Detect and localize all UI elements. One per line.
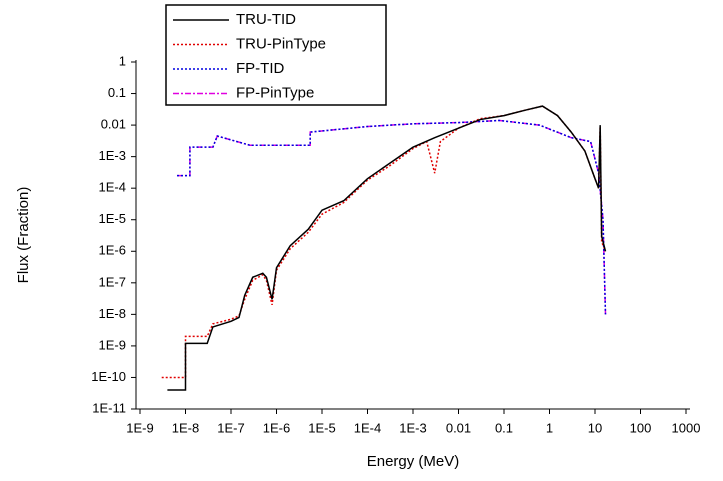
y-tick-label: 1E-10	[91, 369, 126, 384]
legend-label: FP-TID	[236, 60, 284, 77]
x-tick-label: 1E-4	[354, 420, 381, 435]
series-line	[167, 105, 607, 391]
y-tick-label: 1E-8	[99, 306, 126, 321]
y-tick-label: 1E-6	[99, 243, 126, 258]
x-tick-label: 1E-7	[217, 420, 244, 435]
y-tick-label: 1	[119, 53, 126, 68]
y-tick-label: 0.1	[108, 85, 126, 100]
x-tick-label: 100	[630, 420, 652, 435]
series-line	[161, 105, 607, 379]
x-tick-label: 0.01	[446, 420, 471, 435]
y-tick-label: 1E-4	[99, 180, 126, 195]
x-tick-label: 1	[546, 420, 553, 435]
y-tick-label: 1E-7	[99, 274, 126, 289]
legend-label: TRU-TID	[236, 11, 296, 28]
series-line	[176, 119, 607, 315]
x-tick-label: 1E-3	[399, 420, 426, 435]
x-tick-label: 1E-5	[308, 420, 335, 435]
y-tick-label: 1E-9	[99, 337, 126, 352]
x-tick-label: 1000	[672, 420, 701, 435]
y-tick-label: 1E-5	[99, 211, 126, 226]
x-tick-label: 10	[588, 420, 602, 435]
x-tick-label: 1E-8	[172, 420, 199, 435]
y-tick-label: 0.01	[101, 117, 126, 132]
x-tick-label: 1E-6	[263, 420, 290, 435]
y-tick-label: 1E-11	[92, 400, 126, 415]
x-tick-label: 0.1	[495, 420, 513, 435]
series-line	[176, 119, 607, 315]
y-axis-title: Flux (Fraction)	[15, 187, 32, 284]
legend-box	[165, 4, 387, 106]
x-axis-title: Energy (MeV)	[367, 453, 460, 470]
x-tick-label: 1E-9	[126, 420, 153, 435]
y-tick-label: 1E-3	[99, 148, 126, 163]
legend-label: TRU-PinType	[236, 35, 326, 52]
legend-label: FP-PinType	[236, 84, 314, 101]
